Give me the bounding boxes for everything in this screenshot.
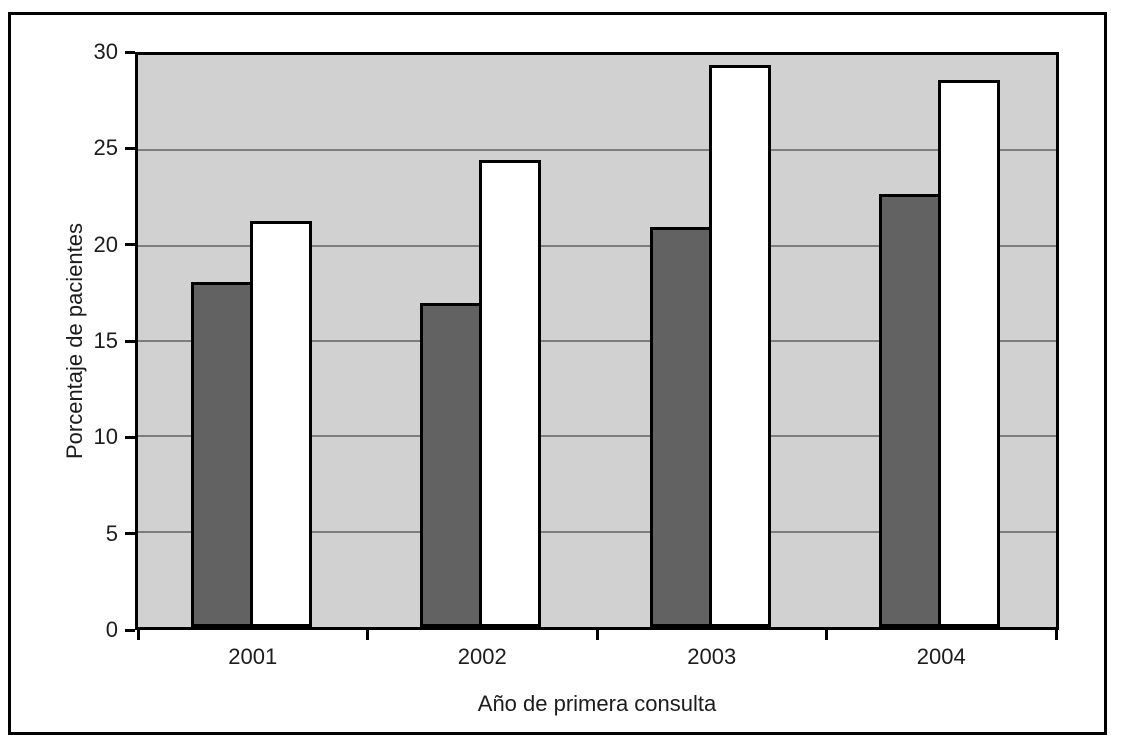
bar-2001-white bbox=[249, 220, 312, 627]
y-tick-5 bbox=[125, 532, 135, 536]
y-tick-15 bbox=[125, 339, 135, 343]
gridline-25 bbox=[138, 149, 1056, 152]
y-tick-label-0: 0 bbox=[105, 617, 118, 642]
gridline-10 bbox=[138, 435, 1056, 438]
y-tick-label-30: 30 bbox=[93, 39, 118, 64]
gridline-5 bbox=[138, 530, 1056, 533]
x-tick-3 bbox=[825, 630, 828, 640]
x-tick-4 bbox=[1054, 630, 1058, 640]
x-tick-label-2002: 2002 bbox=[457, 644, 507, 669]
y-axis-title: Porcentaje de pacientes bbox=[62, 222, 87, 460]
y-tick-label-25: 25 bbox=[93, 135, 118, 161]
y-tick-label-15: 15 bbox=[93, 328, 118, 353]
x-axis-title: Año de primera consulta bbox=[477, 691, 717, 716]
gridline-20 bbox=[138, 244, 1056, 247]
bar-2004-dark-gray bbox=[879, 194, 942, 627]
y-tick-10 bbox=[125, 435, 135, 439]
y-tick-20 bbox=[125, 243, 135, 247]
x-tick-label-2001: 2001 bbox=[228, 644, 278, 669]
x-tick-1 bbox=[366, 630, 369, 640]
bar-2003-white bbox=[708, 64, 771, 627]
x-tick-label-2003: 2003 bbox=[687, 644, 737, 669]
x-tick-2 bbox=[595, 630, 599, 640]
y-tick-30 bbox=[125, 50, 135, 54]
plot-area bbox=[135, 52, 1059, 630]
y-tick-0 bbox=[125, 628, 135, 632]
bar-2003-dark-gray bbox=[649, 226, 712, 627]
x-tick-0 bbox=[136, 630, 140, 640]
bar-2001-dark-gray bbox=[190, 281, 253, 627]
y-tick-label-10: 10 bbox=[93, 424, 118, 450]
y-tick-label-5: 5 bbox=[105, 520, 118, 546]
y-tick-label-20: 20 bbox=[93, 231, 118, 257]
x-tick-label-2004: 2004 bbox=[916, 644, 966, 669]
gridline-15 bbox=[138, 340, 1056, 342]
bar-2002-white bbox=[479, 159, 542, 627]
y-tick-25 bbox=[125, 146, 135, 150]
bar-2002-dark-gray bbox=[420, 302, 483, 627]
bar-2004-white bbox=[938, 79, 1001, 627]
